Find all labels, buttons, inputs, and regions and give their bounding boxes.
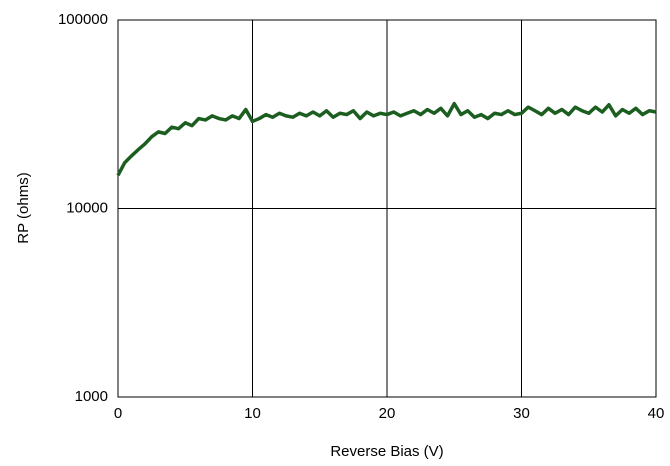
x-tick-label: 10 [244,405,261,422]
x-tick-label: 20 [379,405,396,422]
x-tick-label: 0 [114,405,122,422]
x-axis-label: Reverse Bias (V) [330,443,443,460]
x-tick-label: 40 [648,405,665,422]
y-axis-label: RP (ohms) [15,172,32,243]
y-tick-label: 100000 [58,11,108,28]
x-tick-label: 30 [513,405,530,422]
data-line [116,101,657,177]
y-tick-label: 10000 [66,199,108,216]
y-tick-label: 1000 [75,388,108,405]
